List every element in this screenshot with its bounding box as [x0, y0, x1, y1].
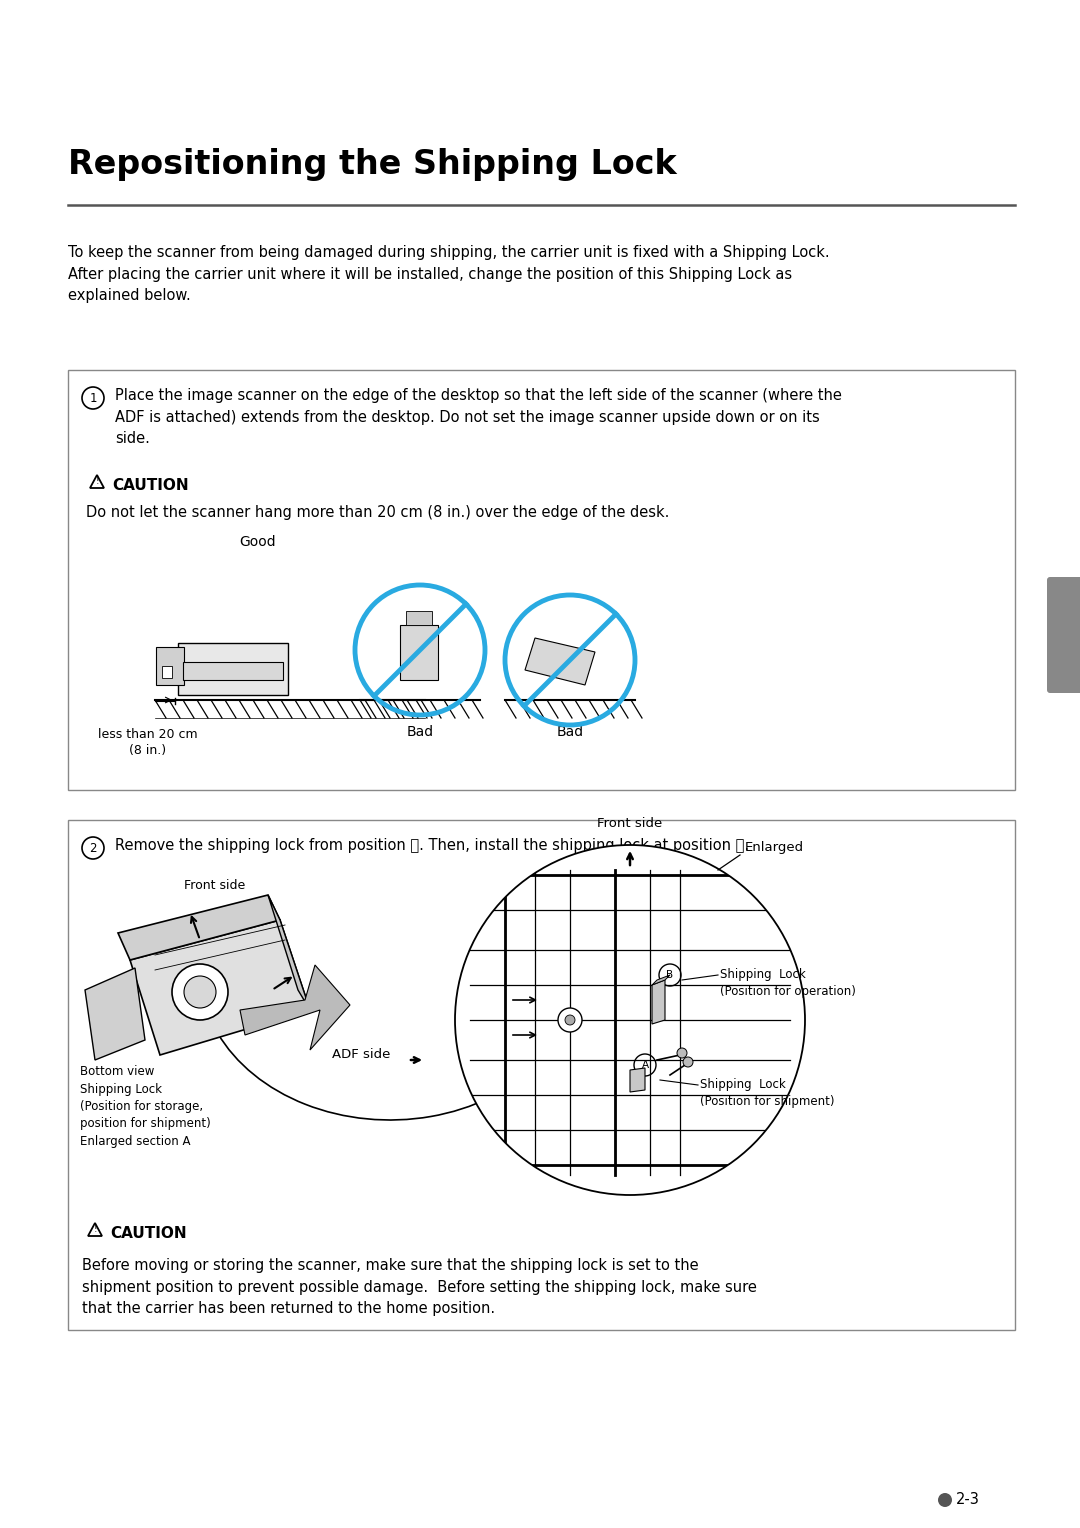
- Text: 1: 1: [90, 391, 97, 405]
- FancyBboxPatch shape: [178, 643, 288, 695]
- Polygon shape: [85, 969, 145, 1060]
- Text: Enlarged: Enlarged: [745, 842, 805, 854]
- Polygon shape: [268, 895, 310, 1010]
- Circle shape: [455, 845, 805, 1195]
- Text: !: !: [93, 1225, 97, 1235]
- Text: B: B: [666, 970, 674, 979]
- Text: less than 20 cm
(8 in.): less than 20 cm (8 in.): [98, 727, 198, 756]
- Text: Bad: Bad: [556, 724, 583, 740]
- FancyBboxPatch shape: [400, 625, 438, 680]
- FancyBboxPatch shape: [68, 821, 1015, 1329]
- Text: Bad: Bad: [406, 724, 433, 740]
- Text: Remove the shipping lock from position Ⓐ. Then, install the shipping lock at pos: Remove the shipping lock from position Ⓐ…: [114, 837, 750, 853]
- Polygon shape: [652, 979, 665, 1024]
- FancyBboxPatch shape: [406, 611, 432, 625]
- Polygon shape: [240, 966, 350, 1050]
- Polygon shape: [630, 1068, 645, 1093]
- Text: To keep the scanner from being damaged during shipping, the carrier unit is fixe: To keep the scanner from being damaged d…: [68, 244, 829, 303]
- Circle shape: [565, 1015, 575, 1025]
- Polygon shape: [118, 895, 280, 960]
- Text: A: A: [642, 1060, 649, 1070]
- Text: Repositioning the Shipping Lock: Repositioning the Shipping Lock: [68, 148, 677, 180]
- Text: ADF side: ADF side: [332, 1048, 390, 1062]
- Text: Before moving or storing the scanner, make sure that the shipping lock is set to: Before moving or storing the scanner, ma…: [82, 1258, 757, 1316]
- FancyBboxPatch shape: [68, 370, 1015, 790]
- Circle shape: [683, 1057, 693, 1067]
- Text: Front side: Front side: [185, 879, 245, 892]
- Text: 2-3: 2-3: [956, 1493, 980, 1508]
- Circle shape: [939, 1493, 951, 1507]
- Text: Good: Good: [240, 535, 276, 549]
- Text: CAUTION: CAUTION: [110, 1225, 187, 1241]
- Polygon shape: [525, 639, 595, 685]
- FancyBboxPatch shape: [1047, 578, 1080, 694]
- Text: !: !: [95, 477, 98, 486]
- FancyBboxPatch shape: [156, 646, 184, 685]
- Text: CAUTION: CAUTION: [112, 478, 189, 494]
- Text: Shipping  Lock
(Position for operation): Shipping Lock (Position for operation): [720, 969, 855, 998]
- Text: Do not let the scanner hang more than 20 cm (8 in.) over the edge of the desk.: Do not let the scanner hang more than 20…: [86, 504, 670, 520]
- Polygon shape: [652, 975, 670, 986]
- Text: Front side: Front side: [597, 817, 663, 830]
- Circle shape: [677, 1048, 687, 1057]
- Circle shape: [172, 964, 228, 1021]
- Polygon shape: [130, 920, 310, 1054]
- Text: 2: 2: [90, 842, 97, 854]
- Text: Shipping  Lock
(Position for shipment): Shipping Lock (Position for shipment): [700, 1077, 835, 1108]
- Text: Place the image scanner on the edge of the desktop so that the left side of the : Place the image scanner on the edge of t…: [114, 388, 842, 446]
- Circle shape: [184, 976, 216, 1008]
- Text: Bottom view
Shipping Lock
(Position for storage,
position for shipment)
Enlarged: Bottom view Shipping Lock (Position for …: [80, 1065, 211, 1148]
- FancyBboxPatch shape: [183, 662, 283, 680]
- FancyBboxPatch shape: [162, 666, 172, 678]
- Circle shape: [558, 1008, 582, 1031]
